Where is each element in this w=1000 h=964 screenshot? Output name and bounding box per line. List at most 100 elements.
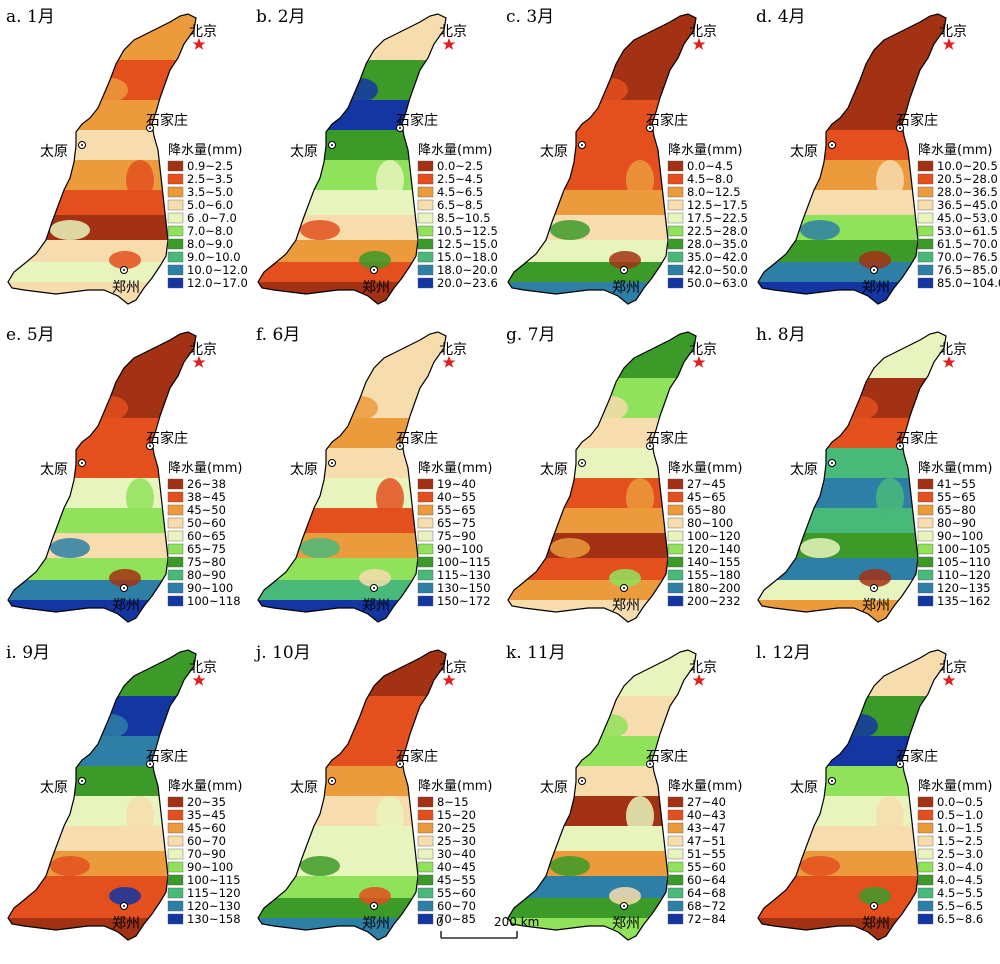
precip-zone bbox=[758, 898, 946, 918]
legend-swatch bbox=[417, 913, 434, 925]
legend-class-label: 105~110 bbox=[937, 555, 991, 569]
legend-swatch bbox=[667, 582, 684, 594]
legend-swatch bbox=[667, 212, 684, 224]
legend-class-label: 60~65 bbox=[187, 529, 226, 543]
legend-class-label: 90~100 bbox=[937, 529, 983, 543]
precip-patch bbox=[592, 714, 628, 738]
precip-patch bbox=[800, 538, 840, 558]
legend: 降水量(mm)0.0~4.54.5~8.08.0~12.512.5~17.517… bbox=[667, 143, 748, 290]
city-marker-dot-icon bbox=[831, 462, 833, 464]
legend-class-label: 100~115 bbox=[187, 873, 241, 887]
panel-title: d. 4月 bbox=[756, 7, 806, 27]
legend-class-label: 15.0~18.0 bbox=[437, 250, 498, 264]
legend-class-label: 5.0~6.0 bbox=[187, 198, 233, 212]
panel-title: c. 3月 bbox=[506, 7, 554, 27]
precip-zone bbox=[8, 240, 196, 262]
city-marker-dot-icon bbox=[123, 587, 125, 589]
city-label-beijing: 北京 bbox=[939, 24, 967, 40]
legend-class-label: 70~90 bbox=[187, 847, 226, 861]
precip-zone bbox=[8, 100, 196, 130]
legend-swatch bbox=[667, 595, 684, 607]
legend: 降水量(mm)26~3838~4545~5050~6060~6565~7575~… bbox=[167, 461, 242, 608]
beijing-star-icon bbox=[942, 674, 956, 686]
city-marker-dot-icon bbox=[331, 780, 333, 782]
precip-zone bbox=[758, 580, 946, 600]
legend-class-label: 28.0~35.0 bbox=[687, 237, 748, 251]
legend-class-label: 110~120 bbox=[937, 568, 991, 582]
city-label-zhengzhou: 郑州 bbox=[612, 916, 640, 932]
panel-title: f. 6月 bbox=[256, 325, 300, 345]
legend-swatch bbox=[917, 569, 934, 581]
legend-swatch bbox=[667, 796, 684, 808]
precip-zone bbox=[8, 262, 196, 282]
legend-class-label: 0.0~0.5 bbox=[937, 795, 983, 809]
legend-swatch bbox=[667, 822, 684, 834]
legend-class-label: 5.5~6.5 bbox=[937, 899, 983, 913]
legend-swatch bbox=[167, 582, 184, 594]
precip-patch bbox=[126, 160, 154, 200]
city-marker-dot-icon bbox=[399, 445, 401, 447]
legend-swatch bbox=[667, 186, 684, 198]
legend-class-label: 43~47 bbox=[687, 821, 726, 835]
city-label-shijiazhuang: 石家庄 bbox=[146, 112, 188, 129]
city-label-zhengzhou: 郑州 bbox=[862, 598, 890, 614]
beijing-star-icon bbox=[192, 674, 206, 686]
legend-title: 降水量(mm) bbox=[418, 143, 492, 158]
legend-swatch bbox=[167, 595, 184, 607]
legend-class-label: 25~30 bbox=[437, 834, 476, 848]
legend-class-label: 41~55 bbox=[937, 477, 976, 491]
precip-zone bbox=[258, 100, 446, 130]
legend-class-label: 75~90 bbox=[437, 529, 476, 543]
legend-swatch bbox=[417, 199, 434, 211]
city-label-beijing: 北京 bbox=[439, 660, 467, 676]
legend-class-label: 20.5~28.0 bbox=[937, 172, 998, 186]
legend-class-label: 140~155 bbox=[687, 555, 741, 569]
legend-swatch bbox=[917, 530, 934, 542]
scale-bar: 0 200 km bbox=[436, 915, 539, 939]
precip-patch bbox=[842, 396, 878, 420]
legend-title: 降水量(mm) bbox=[918, 461, 992, 476]
city-marker-dot-icon bbox=[81, 144, 83, 146]
legend-class-label: 30~40 bbox=[437, 847, 476, 861]
legend-swatch bbox=[667, 264, 684, 276]
city-marker-dot-icon bbox=[581, 780, 583, 782]
legend-class-label: 6.5~8.5 bbox=[437, 198, 483, 212]
city-label-shijiazhuang: 石家庄 bbox=[396, 112, 438, 129]
legend-swatch bbox=[417, 900, 434, 912]
city-label-zhengzhou: 郑州 bbox=[862, 916, 890, 932]
precip-zone bbox=[258, 262, 446, 282]
city-label-shijiazhuang: 石家庄 bbox=[646, 748, 688, 765]
legend-class-label: 27~40 bbox=[687, 795, 726, 809]
legend-class-label: 100~118 bbox=[187, 594, 241, 608]
legend-swatch bbox=[417, 504, 434, 516]
city-marker-dot-icon bbox=[899, 127, 901, 129]
legend-swatch bbox=[917, 913, 934, 925]
legend-class-label: 2.5~3.5 bbox=[187, 172, 233, 186]
legend-swatch bbox=[167, 796, 184, 808]
precip-patch bbox=[376, 478, 404, 518]
legend-class-label: 76.5~85.0 bbox=[937, 263, 998, 277]
legend-class-label: 120~135 bbox=[937, 581, 991, 595]
legend-class-label: 80~90 bbox=[937, 516, 976, 530]
city-label-shijiazhuang: 石家庄 bbox=[146, 430, 188, 447]
legend-class-label: 40~45 bbox=[437, 860, 476, 874]
legend-swatch bbox=[667, 251, 684, 263]
legend-swatch bbox=[167, 913, 184, 925]
city-label-shijiazhuang: 石家庄 bbox=[646, 112, 688, 129]
precip-patch bbox=[609, 251, 641, 269]
legend-class-label: 64~68 bbox=[687, 886, 726, 900]
city-marker-dot-icon bbox=[623, 587, 625, 589]
city-marker-dot-icon bbox=[373, 269, 375, 271]
legend-swatch bbox=[667, 225, 684, 237]
precip-patch bbox=[126, 478, 154, 518]
legend-class-label: 55~60 bbox=[437, 886, 476, 900]
precip-patch bbox=[609, 887, 641, 905]
city-marker-dot-icon bbox=[873, 587, 875, 589]
legend-swatch bbox=[417, 264, 434, 276]
legend-swatch bbox=[667, 160, 684, 172]
precip-zone bbox=[508, 580, 696, 600]
legend-swatch bbox=[167, 887, 184, 899]
city-label-beijing: 北京 bbox=[689, 660, 717, 676]
legend-class-label: 1.5~2.5 bbox=[937, 834, 983, 848]
